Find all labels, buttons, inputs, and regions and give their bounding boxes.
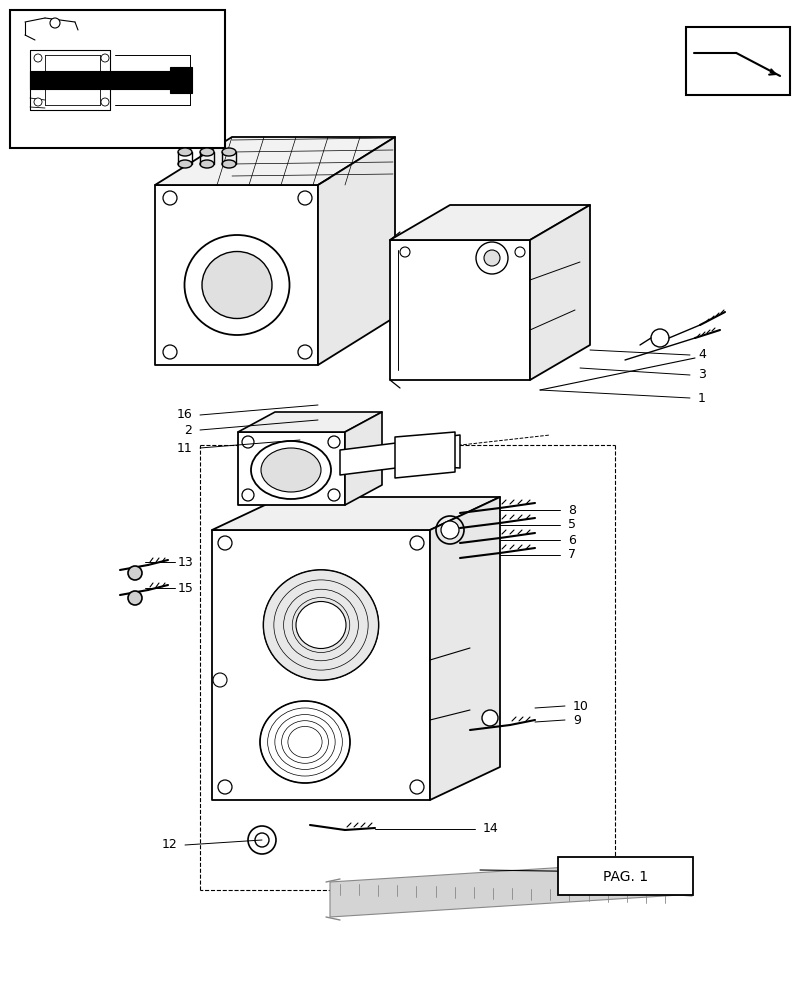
Polygon shape: [212, 530, 430, 800]
Text: 10: 10: [573, 700, 588, 712]
Circle shape: [163, 345, 177, 359]
Text: 15: 15: [178, 582, 194, 594]
Polygon shape: [238, 412, 381, 432]
Circle shape: [50, 18, 60, 28]
Bar: [30, 71, 190, 89]
Circle shape: [410, 780, 423, 794]
Ellipse shape: [178, 160, 191, 168]
Polygon shape: [212, 497, 500, 530]
Ellipse shape: [221, 148, 236, 156]
Circle shape: [128, 591, 142, 605]
Text: 3: 3: [697, 368, 705, 381]
Circle shape: [298, 345, 311, 359]
Ellipse shape: [200, 148, 214, 156]
Text: 9: 9: [573, 713, 580, 726]
Circle shape: [440, 521, 458, 539]
Polygon shape: [329, 860, 679, 917]
Polygon shape: [530, 205, 590, 380]
Polygon shape: [394, 432, 454, 478]
Text: 7: 7: [568, 548, 575, 562]
Circle shape: [242, 489, 254, 501]
Bar: [557, 857, 692, 895]
Text: 6: 6: [568, 534, 575, 546]
Circle shape: [212, 673, 227, 687]
Text: 16: 16: [176, 408, 191, 422]
Circle shape: [650, 329, 668, 347]
Circle shape: [101, 54, 109, 62]
Circle shape: [328, 489, 340, 501]
Circle shape: [34, 54, 42, 62]
Circle shape: [400, 247, 410, 257]
Polygon shape: [318, 137, 394, 365]
Bar: [169, 67, 191, 93]
Circle shape: [217, 780, 232, 794]
Circle shape: [128, 566, 142, 580]
Circle shape: [34, 98, 42, 106]
Circle shape: [101, 98, 109, 106]
Ellipse shape: [184, 235, 290, 335]
Text: 5: 5: [568, 518, 575, 532]
Text: 12: 12: [161, 838, 177, 851]
Circle shape: [163, 191, 177, 205]
Bar: [685, 27, 789, 95]
Ellipse shape: [260, 448, 320, 492]
Text: 4: 4: [697, 349, 705, 361]
Polygon shape: [238, 432, 345, 505]
Ellipse shape: [200, 160, 214, 168]
Polygon shape: [155, 137, 394, 185]
Bar: [10, 10, 225, 148]
Polygon shape: [414, 435, 460, 468]
Polygon shape: [389, 240, 530, 380]
Text: 2: 2: [184, 424, 191, 436]
Circle shape: [217, 536, 232, 550]
Circle shape: [328, 436, 340, 448]
Text: 1: 1: [697, 391, 705, 404]
Circle shape: [255, 833, 268, 847]
Ellipse shape: [221, 160, 236, 168]
Polygon shape: [430, 497, 500, 800]
Circle shape: [483, 250, 500, 266]
Polygon shape: [340, 440, 419, 475]
Ellipse shape: [178, 148, 191, 156]
Polygon shape: [345, 412, 381, 505]
Ellipse shape: [251, 441, 331, 499]
Ellipse shape: [264, 570, 378, 680]
Ellipse shape: [260, 701, 350, 783]
Circle shape: [298, 191, 311, 205]
Circle shape: [514, 247, 525, 257]
Ellipse shape: [296, 601, 345, 648]
Text: 8: 8: [568, 504, 575, 516]
Polygon shape: [389, 205, 590, 240]
Circle shape: [475, 242, 508, 274]
Polygon shape: [155, 185, 318, 365]
Circle shape: [410, 536, 423, 550]
Text: PAG. 1: PAG. 1: [603, 870, 648, 884]
Text: 13: 13: [178, 556, 194, 568]
Text: 11: 11: [176, 442, 191, 454]
Circle shape: [242, 436, 254, 448]
Circle shape: [482, 710, 497, 726]
Ellipse shape: [264, 570, 378, 680]
Text: 14: 14: [483, 822, 498, 835]
Ellipse shape: [202, 251, 272, 318]
